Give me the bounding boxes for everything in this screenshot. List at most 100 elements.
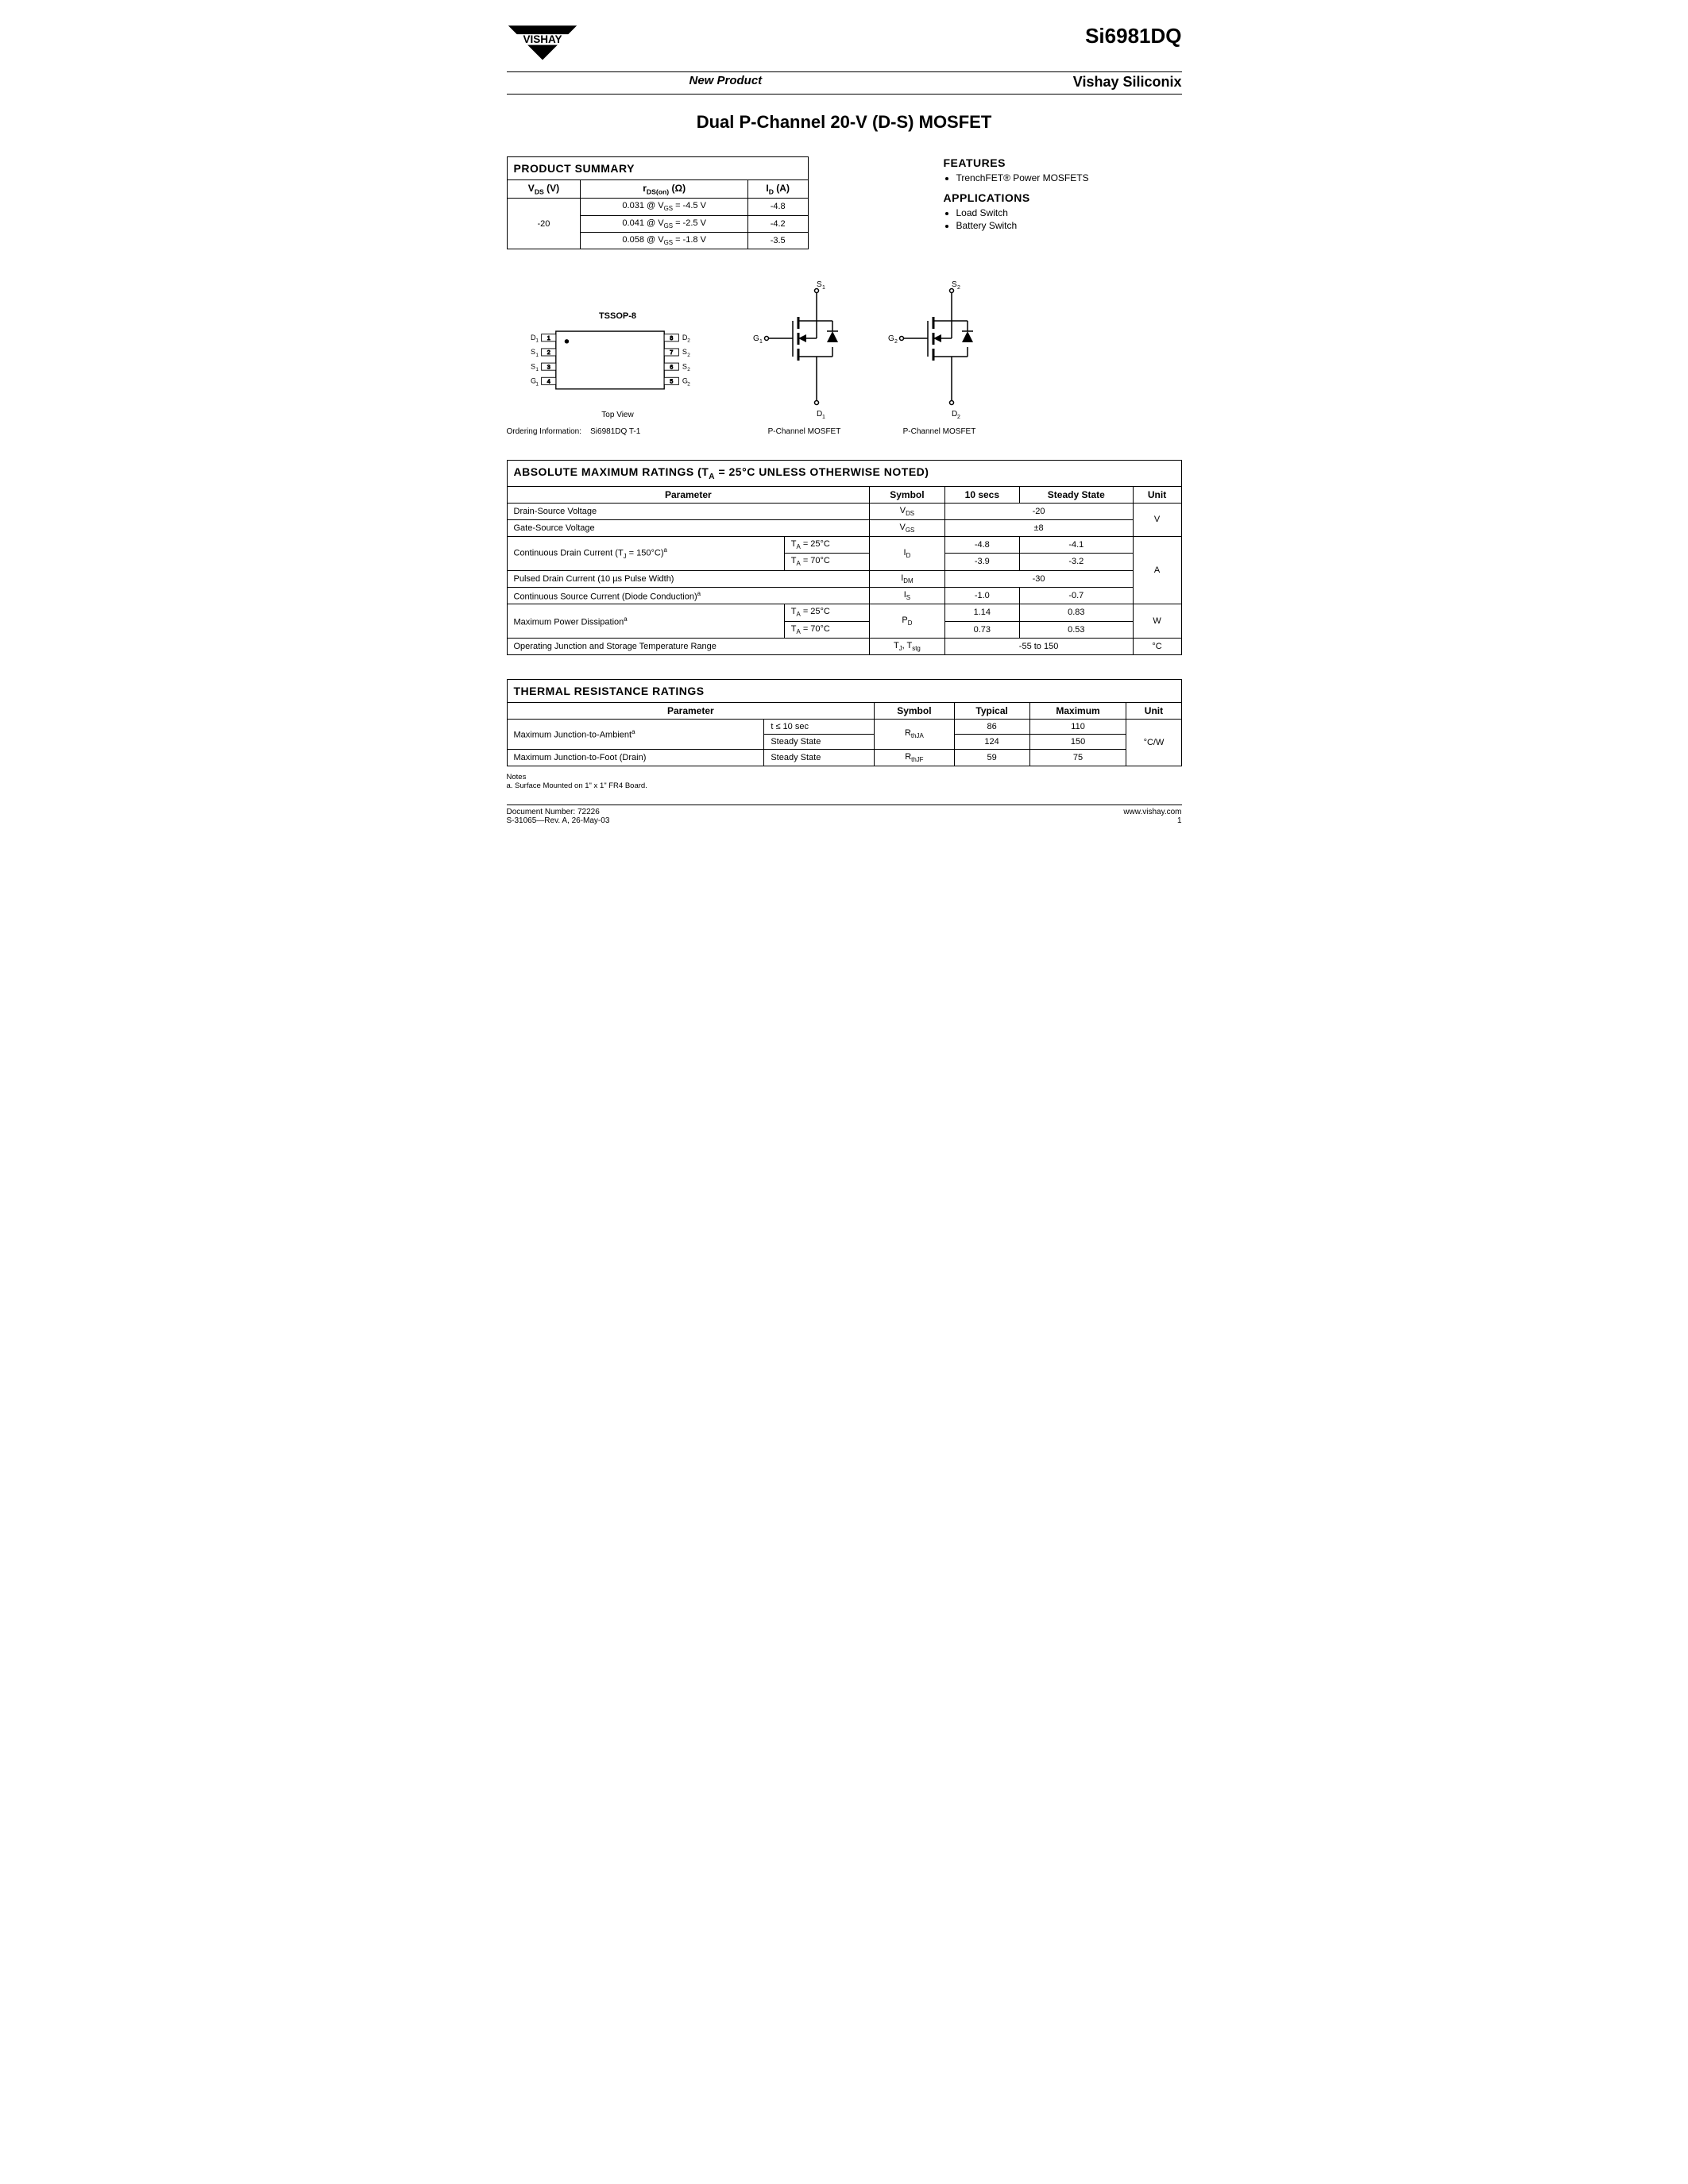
id-25-10s: -4.8	[944, 537, 1019, 554]
th-max: Maximum	[1029, 702, 1126, 719]
cond-ja-ss: Steady State	[764, 734, 875, 749]
param-jf: Maximum Junction-to-Foot (Drain)	[507, 749, 764, 766]
ja-typ-10: 86	[954, 719, 1029, 734]
id-row-1: -4.2	[747, 215, 808, 232]
col-id: ID (A)	[747, 180, 808, 199]
cond-jf: Steady State	[764, 749, 875, 766]
page-title: Dual P-Channel 20-V (D-S) MOSFET	[507, 112, 1182, 133]
val-idm: -30	[944, 570, 1133, 587]
ja-typ-ss: 124	[954, 734, 1029, 749]
th-typ: Typical	[954, 702, 1029, 719]
unit-a: A	[1133, 537, 1181, 604]
cond-id-25: TA = 25°C	[784, 537, 869, 554]
svg-text:2: 2	[957, 285, 960, 291]
svg-text:4: 4	[547, 377, 550, 384]
col-steady: Steady State	[1020, 486, 1133, 503]
ordering-value: Si6981DQ T-1	[590, 427, 640, 436]
svg-text:8: 8	[670, 334, 673, 341]
notes-heading: Notes	[507, 773, 1182, 781]
col-symbol: Symbol	[870, 486, 944, 503]
id-row-2: -3.5	[747, 232, 808, 249]
mosfet-icon-1: S1 G1	[745, 277, 864, 420]
param-tj: Operating Junction and Storage Temperatu…	[507, 638, 870, 654]
vds-value: -20	[507, 199, 581, 249]
param-is: Continuous Source Current (Diode Conduct…	[507, 587, 870, 604]
param-id: Continuous Drain Current (TJ = 150°C)a	[507, 537, 784, 570]
col-vds: VDS (V)	[507, 180, 581, 199]
svg-text:6: 6	[670, 363, 673, 370]
unit-c: °C	[1133, 638, 1181, 654]
unit-cw: °C/W	[1126, 719, 1181, 766]
features-heading: FEATURES	[944, 156, 1182, 169]
top-view-label: Top View	[507, 411, 729, 419]
vishay-logo: VISHAY	[507, 24, 586, 71]
package-diagram: TSSOP-8 D1 S1 S1 G1 1 2 3 4	[507, 311, 729, 436]
param-ja: Maximum Junction-to-Ambienta	[507, 719, 764, 749]
applications-list: Load Switch Battery Switch	[944, 207, 1182, 231]
thermal-table: THERMAL RESISTANCE RATINGS Parameter Sym…	[507, 679, 1182, 766]
th-symbol: Symbol	[875, 702, 954, 719]
product-summary-table: PRODUCT SUMMARY VDS (V) rDS(on) (Ω) ID (…	[507, 156, 809, 249]
param-vds: Drain-Source Voltage	[507, 503, 870, 519]
pd-70-10s: 0.73	[944, 621, 1019, 638]
mosfet-diagram-1: S1 G1	[745, 277, 864, 436]
cond-id-70: TA = 70°C	[784, 554, 869, 570]
sym-id: ID	[870, 537, 944, 570]
mosfet-caption-1: P-Channel MOSFET	[745, 427, 864, 436]
sym-vds: VDS	[870, 503, 944, 519]
sym-ja: RthJA	[875, 719, 954, 749]
svg-text:S: S	[682, 362, 686, 370]
notes-block: Notes a. Surface Mounted on 1" x 1" FR4 …	[507, 773, 1182, 790]
sym-is: IS	[870, 587, 944, 604]
param-pd: Maximum Power Dissipationa	[507, 604, 784, 638]
val-tj: -55 to 150	[944, 638, 1133, 654]
mosfet-caption-2: P-Channel MOSFET	[880, 427, 999, 436]
col-parameter: Parameter	[507, 486, 870, 503]
pd-25-10s: 1.14	[944, 604, 1019, 621]
logo-icon: VISHAY	[507, 24, 578, 68]
mosfet-diagram-2: S2 G2	[880, 277, 999, 436]
svg-text:G: G	[888, 334, 894, 343]
svg-text:1: 1	[759, 339, 763, 345]
val-vgs: ±8	[944, 519, 1133, 536]
id-70-ss: -3.2	[1020, 554, 1133, 570]
ordering-label: Ordering Information:	[507, 427, 582, 436]
svg-text:2: 2	[687, 338, 690, 344]
cond-ja-10: t ≤ 10 sec	[764, 719, 875, 734]
svg-text:S: S	[531, 362, 535, 370]
svg-text:2: 2	[687, 367, 690, 372]
footer-rev: S-31065—Rev. A, 26-May-03	[507, 816, 610, 825]
package-icon: D1 S1 S1 G1 1 2 3 4 8 7 6 5	[507, 324, 713, 403]
feature-item: TrenchFET® Power MOSFETS	[956, 172, 1182, 183]
svg-text:1: 1	[535, 353, 539, 358]
cond-pd-25: TA = 25°C	[784, 604, 869, 621]
footer-doc: Document Number: 72226	[507, 808, 610, 816]
new-product-label: New Product	[689, 74, 763, 91]
pd-70-ss: 0.53	[1020, 621, 1133, 638]
rds-row-1: 0.041 @ VGS = -2.5 V	[581, 215, 747, 232]
svg-text:S: S	[817, 280, 822, 289]
svg-text:5: 5	[670, 377, 673, 384]
svg-text:VISHAY: VISHAY	[523, 33, 562, 45]
id-70-10s: -3.9	[944, 554, 1019, 570]
is-10s: -1.0	[944, 587, 1019, 604]
cond-pd-70: TA = 70°C	[784, 621, 869, 638]
th-param: Parameter	[507, 702, 875, 719]
svg-text:3: 3	[547, 363, 550, 370]
svg-text:1: 1	[822, 415, 825, 420]
pd-25-ss: 0.83	[1020, 604, 1133, 621]
id-row-0: -4.8	[747, 199, 808, 215]
brand-label: Vishay Siliconix	[1073, 74, 1182, 91]
col-rds: rDS(on) (Ω)	[581, 180, 747, 199]
svg-text:2: 2	[687, 353, 690, 358]
app-item-0: Load Switch	[956, 207, 1182, 218]
package-name: TSSOP-8	[507, 311, 729, 321]
svg-text:2: 2	[894, 339, 898, 345]
jf-max: 75	[1029, 749, 1126, 766]
svg-text:G: G	[753, 334, 759, 343]
summary-heading: PRODUCT SUMMARY	[507, 157, 808, 180]
jf-typ: 59	[954, 749, 1029, 766]
features-list: TrenchFET® Power MOSFETS	[944, 172, 1182, 183]
svg-text:S: S	[952, 280, 957, 289]
is-ss: -0.7	[1020, 587, 1133, 604]
